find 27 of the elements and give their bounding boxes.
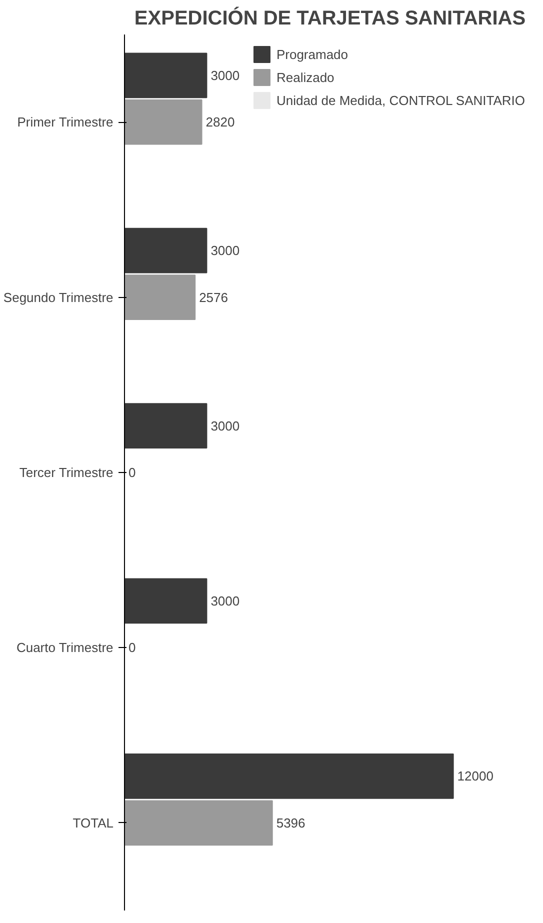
y-tick-label: TOTAL: [72, 815, 114, 830]
bar: [124, 800, 273, 846]
data-label: 5396: [276, 815, 306, 830]
legend-label: Programado: [276, 46, 348, 62]
data-label: 0: [128, 640, 136, 656]
y-tick-label: Tercer Trimestre: [19, 465, 114, 480]
bar: [124, 274, 196, 320]
bar: [124, 99, 202, 145]
legend-label: Unidad de Medida, CONTROL SANITARIO: [276, 92, 525, 108]
bar: [124, 403, 208, 448]
data-label: 0: [128, 465, 136, 480]
data-label: 2820: [206, 114, 235, 130]
bar: [124, 578, 208, 624]
data-label: 12000: [457, 768, 494, 784]
bar: [124, 753, 454, 799]
bar: [124, 228, 208, 274]
y-tick-label: Segundo Trimestre: [3, 290, 114, 305]
data-label: 3000: [210, 418, 240, 434]
data-label: 2576: [199, 290, 228, 305]
y-tick-label: Primer Trimestre: [17, 114, 114, 130]
data-label: 3000: [210, 68, 240, 83]
y-tick-label: Cuarto Trimestre: [16, 640, 114, 656]
legend-label: Realizado: [276, 70, 334, 84]
bar: [124, 52, 208, 98]
data-label: 3000: [210, 243, 240, 258]
data-label: 3000: [210, 593, 240, 608]
chart-title: EXPEDICIÓN DE TARJETAS SANITARIAS: [134, 6, 526, 30]
